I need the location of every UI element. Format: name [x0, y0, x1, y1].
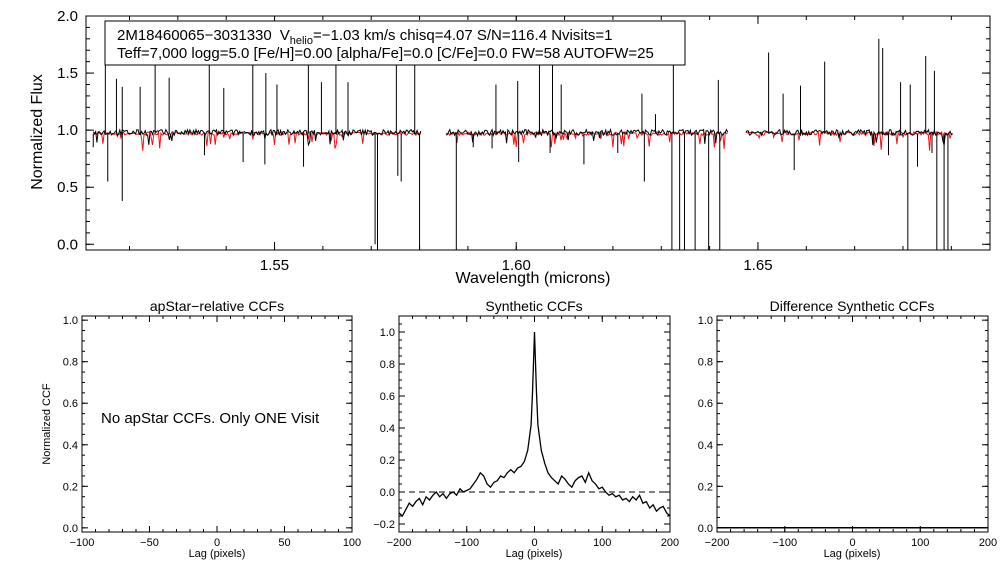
x-tick-label: 100 [593, 537, 611, 549]
y-tick-label: 1.0 [57, 122, 78, 139]
x-tick-label: 200 [661, 537, 679, 549]
x-tick-label: −100 [70, 537, 95, 549]
observed-spectrum-line [92, 128, 422, 147]
apstar-ccf-xlabel: Lag (pixels) [189, 548, 246, 560]
x-tick-label: 100 [343, 537, 361, 549]
synthetic-ccf-title: Synthetic CCFs [485, 298, 582, 314]
model-spectrum-line [745, 130, 953, 151]
legend-star-id: 2M18460065−3031330 [117, 27, 272, 44]
y-tick-label: 2.0 [57, 8, 78, 25]
y-tick-label: 0.8 [63, 357, 78, 369]
synthetic-ccf-line [398, 331, 671, 518]
y-tick-label: 0.5 [57, 179, 78, 196]
x-tick-label: −50 [140, 537, 159, 549]
y-tick-label: −0.2 [373, 519, 395, 531]
difference-ccf-frame [716, 315, 989, 533]
observed-spectrum-line [445, 127, 729, 144]
legend-line1-rest: =−1.03 km/s chisq=4.07 S/N=116.4 Nvisits… [313, 27, 612, 44]
y-tick-label: 0.4 [380, 423, 395, 435]
synthetic-ccf-axes: −200 −100 0 100 200 −0.2 0.0 0.2 0.4 0.6 0.8 1.0 [373, 315, 679, 549]
y-tick-label: 0.6 [63, 398, 78, 410]
y-tick-label: 0.0 [57, 236, 78, 253]
legend-box [104, 20, 686, 66]
synthetic-ccf-panel: Synthetic CCFs −200 −100 0 100 200 −0.2 0.0 0.2… [373, 298, 679, 560]
apstar-ccf-axes: −100 −50 0 50 100 0.0 0.2 0.4 0.6 0.8 1.0 [63, 315, 361, 549]
spectrum-frame [85, 15, 991, 251]
x-tick-label: 1.60 [502, 257, 531, 274]
difference-ccf-xlabel: Lag (pixels) [824, 548, 881, 560]
x-tick-label: 200 [979, 537, 997, 549]
y-tick-label: 0.2 [63, 481, 78, 493]
legend-v-sub: helio [290, 35, 313, 47]
y-tick-label: 0.4 [63, 440, 78, 452]
apstar-ccf-title: apStar−relative CCFs [150, 298, 284, 314]
legend-v-prefix: V [280, 27, 290, 44]
apstar-ccf-panel: apStar−relative CCFs −100 −50 0 50 100 0.0 0.2… [41, 298, 361, 560]
difference-ccf-axes: −200 −100 0 100 200 0.0 0.2 0.4 0.6 0.8 1.0 [698, 315, 997, 549]
x-tick-label: 50 [278, 537, 290, 549]
spectrum-xlabel: Wavelength (microns) [455, 270, 610, 287]
spectrum-ylabel: Normalized Flux [29, 74, 46, 190]
synthetic-ccf-xlabel: Lag (pixels) [506, 548, 563, 560]
x-tick-label: 0 [214, 537, 220, 549]
x-tick-label: −100 [772, 537, 797, 549]
spectrum-legend: 2M18460065−3031330 Vhelio=−1.03 km/s chis… [104, 20, 686, 66]
y-tick-label: 0.0 [380, 487, 395, 499]
spectrum-data [92, 38, 953, 250]
x-tick-label: −200 [387, 537, 412, 549]
x-tick-label: 1.55 [260, 257, 289, 274]
apstar-ccf-ylabel: Normalized CCF [41, 383, 53, 465]
apstar-ccf-annotation: No apStar CCFs. Only ONE Visit [101, 410, 320, 427]
difference-ccf-title: Difference Synthetic CCFs [770, 298, 935, 314]
observed-spectrum-line [745, 128, 953, 146]
spectrum-axes: 1.55 1.60 1.65 0.0 0.5 1.0 1.5 2.0 [57, 8, 990, 274]
y-tick-label: 0.6 [380, 391, 395, 403]
legend-line-2: Teff=7,000 logg=5.0 [Fe/H]=0.00 [alpha/F… [117, 45, 654, 62]
y-tick-label: 1.0 [698, 315, 713, 327]
y-tick-label: 1.5 [57, 65, 78, 82]
y-tick-label: 0.4 [698, 440, 713, 452]
x-tick-label: 1.65 [743, 257, 772, 274]
y-tick-label: 0.2 [380, 455, 395, 467]
model-spectrum-line [92, 130, 422, 151]
y-tick-label: 0.8 [380, 359, 395, 371]
x-tick-label: 0 [849, 537, 855, 549]
x-tick-label: −100 [454, 537, 479, 549]
synthetic-ccf-data [398, 331, 671, 518]
y-tick-label: 0.2 [698, 481, 713, 493]
y-tick-label: 1.0 [63, 315, 78, 327]
legend-line-1: 2M18460065−3031330 Vhelio=−1.03 km/s chis… [117, 27, 612, 47]
y-tick-label: 1.0 [380, 327, 395, 339]
difference-ccf-panel: Difference Synthetic CCFs −200 −100 0 100 20… [698, 298, 997, 560]
y-tick-label: 0.0 [63, 523, 78, 535]
y-tick-label: 0.8 [698, 357, 713, 369]
x-tick-label: −200 [705, 537, 730, 549]
y-tick-label: 0.0 [698, 523, 713, 535]
spectrum-panel: 1.55 1.60 1.65 0.0 0.5 1.0 1.5 2.0 Wavelength (… [29, 8, 991, 287]
x-tick-label: 100 [911, 537, 929, 549]
x-tick-label: 0 [531, 537, 537, 549]
spectrum-plot-area [92, 38, 953, 250]
y-tick-label: 0.6 [698, 398, 713, 410]
